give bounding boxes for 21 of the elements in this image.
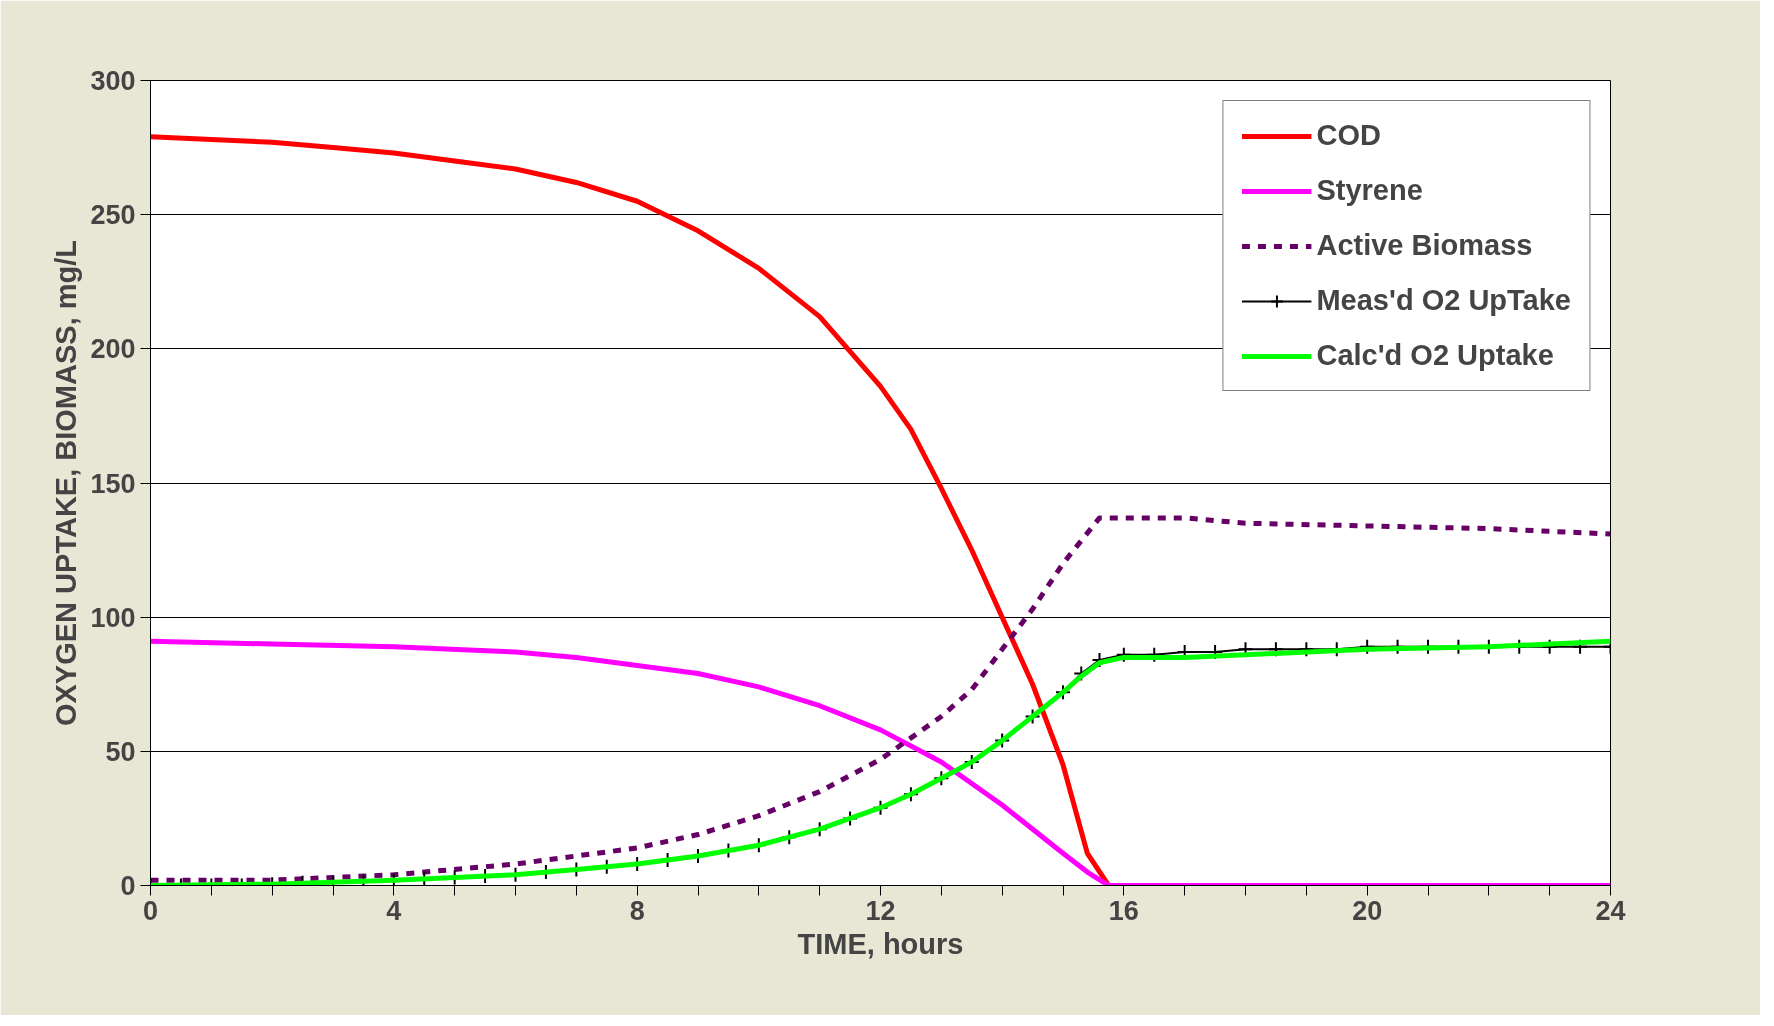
legend-label: Active Biomass: [1316, 229, 1533, 262]
legend-label: Calc'd O2 Uptake: [1316, 339, 1554, 372]
x-tick-label: 16: [1108, 895, 1139, 926]
y-tick-label: 50: [105, 736, 136, 767]
x-tick-label: 20: [1352, 895, 1383, 926]
legend-label: Meas'd O2 UpTake: [1316, 284, 1571, 317]
y-tick-label: 100: [90, 602, 136, 633]
y-tick-label: 250: [90, 200, 136, 231]
y-tick-label: 0: [120, 871, 136, 901]
y-axis-title: OXYGEN UPTAKE, BIOMASS, mg/L: [50, 239, 83, 727]
y-tick-label: 200: [90, 334, 136, 365]
x-tick-label: 24: [1595, 895, 1626, 926]
x-axis-title: TIME, hours: [797, 927, 964, 960]
x-tick-label: 12: [865, 895, 896, 926]
x-tick-label: 8: [629, 895, 645, 926]
x-tick-label: 4: [386, 895, 402, 926]
legend-label: Styrene: [1316, 174, 1423, 207]
x-tick-label: 0: [142, 895, 159, 926]
y-tick-label: 300: [90, 66, 136, 96]
y-tick-label: 150: [90, 468, 136, 499]
legend-label: COD: [1316, 119, 1381, 152]
